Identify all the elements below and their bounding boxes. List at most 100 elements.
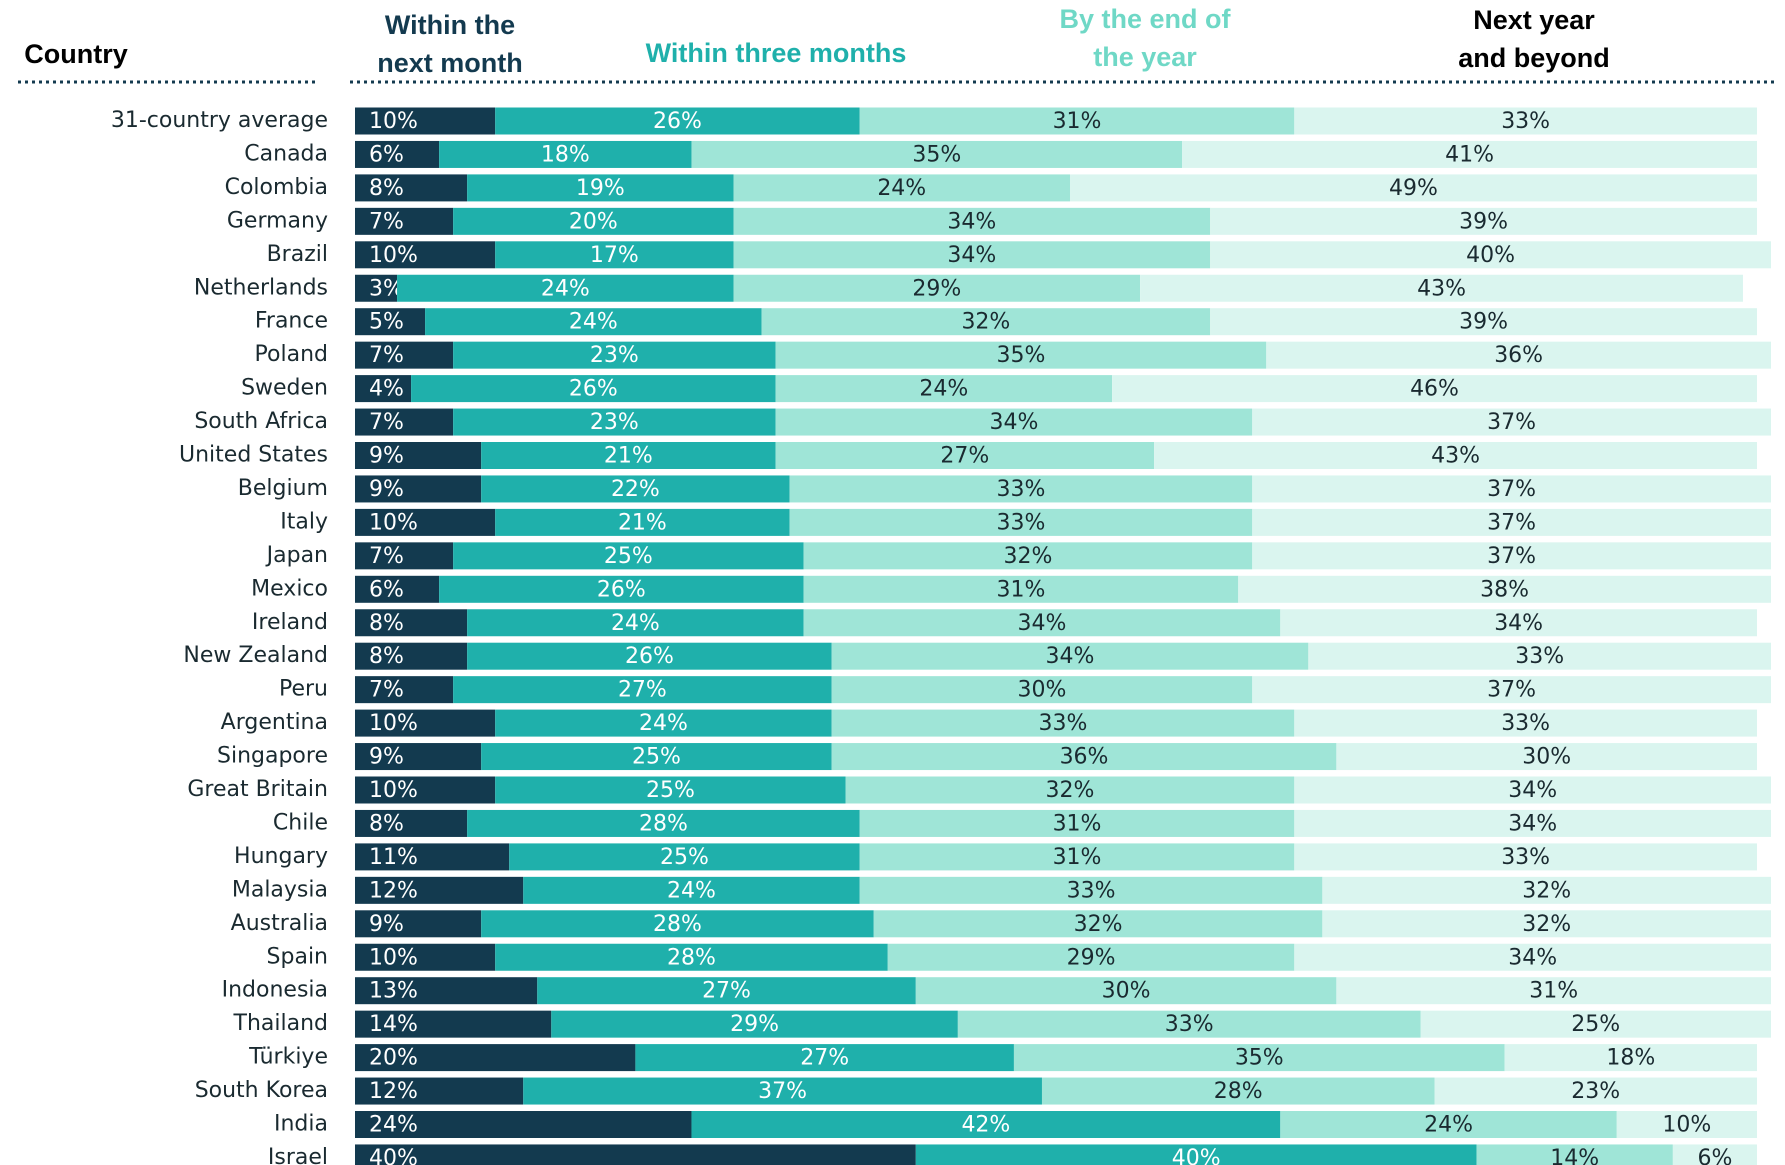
bar-segment xyxy=(915,1144,1477,1165)
bar-segment xyxy=(439,140,692,168)
bar-segment xyxy=(859,107,1295,135)
data-label: 33% xyxy=(1165,1012,1214,1037)
bar-segment xyxy=(1252,408,1771,436)
bar-segment xyxy=(355,1111,692,1138)
data-label: 33% xyxy=(996,510,1045,535)
data-label: 26% xyxy=(653,109,702,134)
data-label: 24% xyxy=(541,276,590,301)
y-tick-label: India xyxy=(274,1112,328,1137)
bar-segment xyxy=(467,642,832,670)
bar-segment xyxy=(537,977,916,1005)
bar-segment xyxy=(1294,809,1771,837)
data-label: 28% xyxy=(1214,1079,1263,1104)
bar-segment xyxy=(1280,609,1757,637)
bar-segment xyxy=(1294,843,1757,871)
bar-segment xyxy=(859,876,1323,904)
data-label: 6% xyxy=(1697,1146,1732,1165)
data-label: 34% xyxy=(947,243,996,268)
legend-entry: Within the next month xyxy=(377,10,523,78)
data-label: 10% xyxy=(369,945,418,970)
data-label: 24% xyxy=(611,611,660,636)
data-label: 33% xyxy=(1515,644,1564,669)
data-label: 33% xyxy=(1067,878,1116,903)
bar-segment xyxy=(1210,207,1757,235)
y-tick-label: Chile xyxy=(273,810,328,835)
bar-segment xyxy=(789,475,1253,503)
y-tick-label: Singapore xyxy=(217,744,328,769)
data-label: 25% xyxy=(660,845,709,870)
data-label: 24% xyxy=(1424,1113,1473,1138)
bar-segment xyxy=(915,977,1337,1005)
data-label: 33% xyxy=(1039,711,1088,736)
data-label: 9% xyxy=(369,444,404,469)
data-label: 26% xyxy=(597,577,646,602)
bar-segment xyxy=(1616,1111,1757,1138)
y-tick-label: France xyxy=(255,309,328,334)
data-label: 8% xyxy=(369,611,404,636)
data-label: 12% xyxy=(369,1079,418,1104)
data-label: 12% xyxy=(369,878,418,903)
bar-segment xyxy=(495,508,790,536)
data-label: 31% xyxy=(1529,979,1578,1004)
data-label: 32% xyxy=(1046,778,1095,803)
bar-segment xyxy=(1070,174,1757,202)
bar-segment xyxy=(481,475,790,503)
data-label: 31% xyxy=(996,577,1045,602)
bar-segment xyxy=(733,207,1211,235)
bar-segment xyxy=(523,1077,1042,1105)
y-tick-label: South Africa xyxy=(194,409,328,434)
bar-segment xyxy=(859,809,1295,837)
bar-segment xyxy=(1210,308,1757,336)
bar-segment xyxy=(803,542,1253,570)
bar-segment xyxy=(355,1044,636,1072)
data-label: 21% xyxy=(604,444,653,469)
y-tick-label: Belgium xyxy=(238,476,328,501)
data-label: 34% xyxy=(1494,611,1543,636)
bar-segment xyxy=(831,743,1337,771)
data-label: 40% xyxy=(369,1146,418,1165)
bar-segment xyxy=(355,1077,524,1105)
data-label: 46% xyxy=(1410,377,1459,402)
bar-segment xyxy=(355,207,454,235)
bar-segment xyxy=(355,475,482,503)
y-tick-label: Spain xyxy=(267,944,328,969)
bar-segment xyxy=(495,107,860,135)
bar-segment xyxy=(495,709,832,737)
bar-segment xyxy=(1672,1144,1757,1165)
data-label: 28% xyxy=(667,945,716,970)
data-label: 28% xyxy=(639,811,688,836)
bar-segment xyxy=(1252,508,1771,536)
y-tick-label: Malaysia xyxy=(232,877,328,902)
data-label: 7% xyxy=(369,544,404,569)
y-tick-label: Thailand xyxy=(233,1011,328,1036)
y-tick-label: United States xyxy=(179,443,328,468)
data-label: 13% xyxy=(369,979,418,1004)
bar-segment xyxy=(355,1010,552,1038)
y-tick-label: Mexico xyxy=(251,576,328,601)
data-label: 24% xyxy=(919,377,968,402)
data-label: 31% xyxy=(1053,811,1102,836)
bar-segment xyxy=(467,174,734,202)
data-label: 36% xyxy=(1060,745,1109,770)
data-label: 34% xyxy=(1046,644,1095,669)
bar-segment xyxy=(355,308,426,336)
bar-segment xyxy=(1154,442,1757,469)
bar-segment xyxy=(551,1010,958,1038)
data-label: 27% xyxy=(940,444,989,469)
bar-segment xyxy=(355,676,454,704)
data-label: 34% xyxy=(1508,811,1557,836)
data-label: 8% xyxy=(369,811,404,836)
bar-segment xyxy=(1252,676,1771,704)
y-tick-label: Brazil xyxy=(267,242,328,267)
data-label: 34% xyxy=(1508,778,1557,803)
data-label: 37% xyxy=(1487,544,1536,569)
data-label: 39% xyxy=(1459,310,1508,335)
bar-segment xyxy=(355,408,454,436)
bar-segment xyxy=(453,341,776,369)
category-header: Country xyxy=(24,39,128,69)
bar-segment xyxy=(495,776,846,804)
data-label: 37% xyxy=(1487,678,1536,703)
bar-segment xyxy=(1280,1111,1617,1138)
bar-segment xyxy=(831,676,1253,704)
